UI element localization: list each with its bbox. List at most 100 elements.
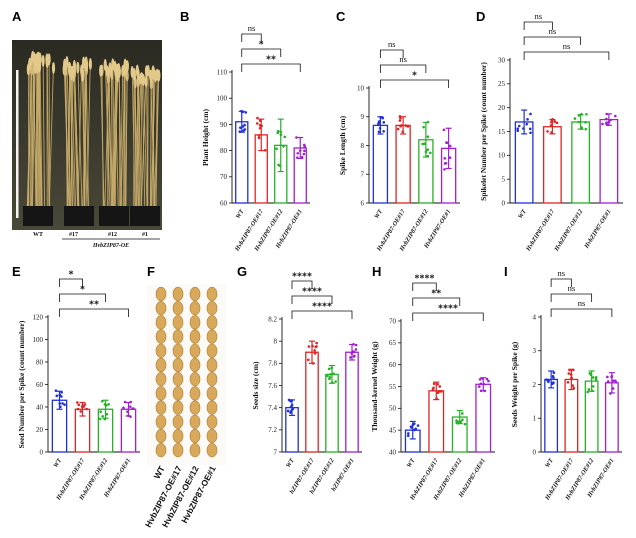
y-tick-label: 100 — [33, 336, 44, 344]
genotype-label-12: #12 — [108, 232, 117, 238]
bar — [599, 118, 619, 204]
plant-spike — [140, 71, 144, 84]
x-tick-label: WT — [406, 456, 418, 469]
data-point — [567, 372, 571, 375]
plant-spike — [76, 61, 80, 74]
data-point — [463, 422, 467, 426]
data-point — [349, 356, 352, 359]
seed — [172, 443, 184, 458]
data-point — [256, 116, 259, 120]
y-tick-label: 40 — [36, 403, 44, 411]
seed — [155, 428, 167, 444]
bar — [372, 124, 389, 204]
data-point — [605, 117, 608, 121]
data-point — [377, 122, 380, 126]
pot-group — [23, 206, 160, 226]
seed — [155, 386, 167, 401]
data-point — [283, 135, 287, 139]
data-point — [555, 121, 559, 125]
bar — [305, 351, 319, 453]
plant-stem — [155, 70, 158, 208]
data-point — [439, 390, 443, 393]
data-point — [63, 403, 66, 406]
significance-bracket — [291, 310, 353, 319]
seed — [189, 286, 201, 302]
seed — [172, 343, 184, 358]
y-tick-label: 25 — [498, 80, 506, 88]
data-point — [443, 162, 447, 165]
plant-stem — [69, 66, 75, 208]
data-point — [422, 125, 425, 129]
data-point — [443, 157, 447, 160]
y-tick-label: 60 — [220, 199, 228, 207]
data-point — [547, 380, 550, 384]
panel-label-i: I — [504, 264, 508, 279]
plant-stem — [32, 64, 36, 208]
data-point — [477, 385, 481, 388]
plant-spike — [108, 62, 112, 75]
data-point — [313, 352, 317, 355]
plant-stem — [83, 61, 87, 208]
y-axis-label: Thousand-kernel Weight (g) — [370, 341, 379, 432]
data-point — [243, 128, 247, 131]
data-point — [552, 371, 556, 374]
seed — [155, 372, 167, 387]
data-point — [421, 142, 424, 146]
seed — [189, 301, 201, 316]
data-point — [85, 407, 88, 411]
y-tick-label: 7.2 — [268, 426, 277, 434]
plant-stem — [36, 63, 39, 208]
seed — [206, 301, 218, 316]
data-point — [577, 120, 580, 124]
plant-stem — [39, 54, 43, 208]
x-tick-label: WT — [544, 456, 556, 469]
data-point — [334, 380, 337, 383]
plant-spike — [32, 51, 36, 64]
data-point — [591, 385, 595, 388]
panel-label-f: F — [147, 264, 155, 279]
plant-stem — [46, 58, 50, 208]
y-tick-label: 110 — [217, 68, 228, 76]
plant-stem — [85, 58, 89, 208]
plant-stem — [119, 67, 124, 208]
genotype-label-17: #17 — [69, 232, 78, 238]
data-point — [107, 402, 110, 406]
x-tick-label: WT — [517, 207, 529, 220]
significance-bracket — [412, 297, 461, 306]
significance-bracket — [59, 278, 83, 287]
significance-label: ns — [534, 11, 542, 21]
data-point — [437, 390, 441, 393]
plant-spike — [51, 62, 56, 75]
data-point — [573, 117, 577, 120]
data-point — [436, 382, 439, 386]
data-point — [584, 121, 587, 124]
data-point — [381, 116, 385, 120]
data-point — [122, 406, 125, 410]
data-point — [478, 378, 482, 381]
data-point — [313, 349, 316, 352]
y-tick-label: 65 — [389, 339, 397, 347]
panel-label-b: B — [180, 9, 189, 24]
data-point — [399, 125, 402, 128]
data-point — [414, 427, 418, 431]
y-axis-label: Plant Height (cm) — [201, 108, 210, 166]
data-point — [516, 127, 519, 131]
plant-stem — [64, 60, 70, 208]
data-point — [585, 112, 588, 116]
genotype-label-1: #1 — [142, 232, 148, 238]
data-point — [353, 354, 356, 358]
significance-bracket — [550, 293, 593, 302]
plant-spike — [144, 75, 148, 88]
plant-stem — [104, 60, 111, 208]
plant-stem — [140, 73, 143, 208]
data-point — [601, 122, 604, 126]
y-tick-label: 60 — [36, 381, 44, 389]
seed — [206, 286, 218, 302]
plant-spike — [72, 60, 76, 73]
data-point — [129, 405, 132, 408]
seed — [155, 343, 167, 358]
plant-stem — [86, 60, 91, 208]
